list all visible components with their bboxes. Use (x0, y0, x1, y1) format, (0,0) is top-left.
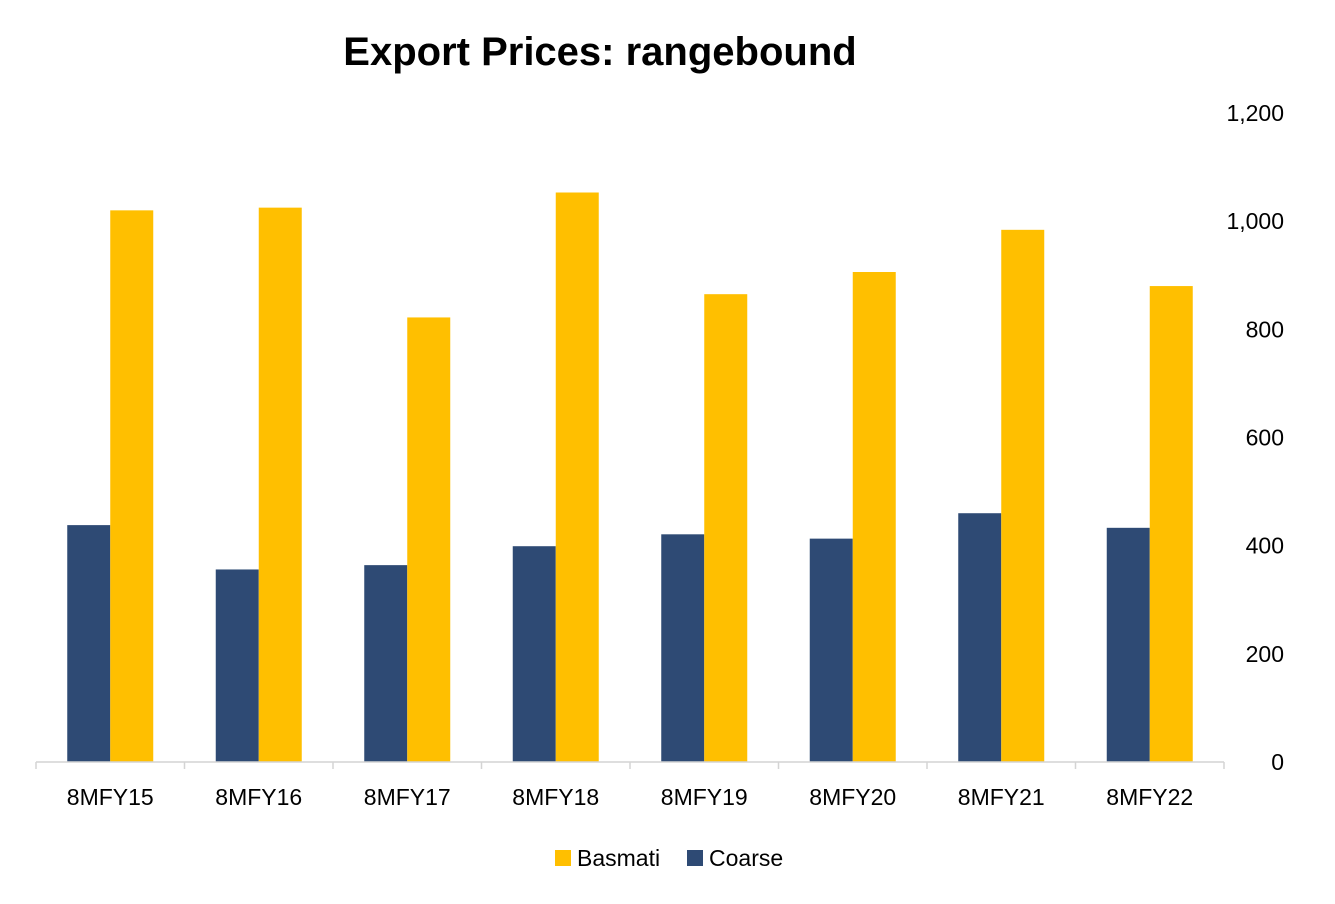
x-axis-tick-labels: 8MFY15 8MFY16 8MFY17 8MFY18 8MFY19 8MFY20 8MFY… (67, 784, 1193, 810)
bar-coarse-8mfy18 (512, 546, 556, 762)
bar-coarse-8mfy19 (661, 534, 705, 762)
bar-basmati-8mfy16 (258, 207, 302, 763)
x-tick-label: 8MFY18 (512, 784, 599, 810)
bar-basmati-8mfy15 (110, 210, 154, 763)
bar-basmati-8mfy21 (1001, 229, 1045, 762)
bar-coarse-8mfy17 (364, 565, 408, 762)
x-tick-label: 8MFY15 (67, 784, 154, 810)
y-tick-label: 800 (1246, 316, 1284, 342)
bar-basmati-8mfy19 (704, 294, 748, 762)
legend-label-basmati: Basmati (577, 845, 660, 871)
x-axis (35, 761, 1225, 769)
bar-coarse-8mfy21 (958, 513, 1002, 762)
x-tick-label: 8MFY21 (958, 784, 1045, 810)
bar-coarse-8mfy16 (215, 569, 259, 762)
bar-coarse-8mfy22 (1106, 527, 1150, 762)
legend-swatch-basmati (555, 850, 571, 866)
legend-label-coarse: Coarse (709, 845, 783, 871)
bar-basmati-8mfy17 (407, 317, 451, 762)
bar-coarse-8mfy15 (67, 525, 111, 762)
x-tick-label: 8MFY16 (215, 784, 302, 810)
legend-swatch-coarse (687, 850, 703, 866)
bars-layer (67, 192, 1193, 763)
y-tick-label: 200 (1246, 641, 1284, 667)
x-tick-label: 8MFY20 (809, 784, 896, 810)
y-tick-label: 0 (1271, 749, 1284, 775)
y-axis: 0 200 400 600 800 1,000 1,200 (1226, 100, 1284, 775)
bar-coarse-8mfy20 (809, 538, 853, 762)
y-tick-label: 400 (1246, 533, 1284, 559)
bar-basmati-8mfy22 (1149, 286, 1193, 762)
y-tick-label: 600 (1246, 425, 1284, 451)
bar-basmati-8mfy20 (852, 272, 896, 762)
chart-title: Export Prices: rangebound (343, 30, 856, 74)
x-tick-label: 8MFY22 (1106, 784, 1193, 810)
legend: Basmati Coarse (555, 845, 783, 871)
bar-basmati-8mfy18 (555, 192, 599, 762)
y-tick-label: 1,000 (1226, 208, 1284, 234)
x-tick-label: 8MFY19 (661, 784, 748, 810)
x-tick-label: 8MFY17 (364, 784, 451, 810)
y-tick-label: 1,200 (1226, 100, 1284, 126)
